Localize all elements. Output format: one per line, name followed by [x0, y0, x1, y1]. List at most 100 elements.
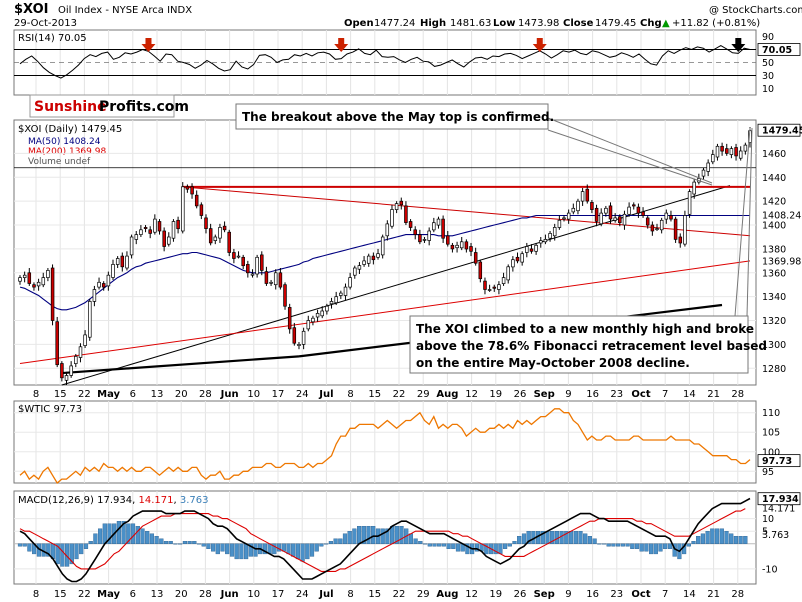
macd-histogram-bar [592, 538, 597, 544]
macd-histogram-bar [422, 543, 428, 545]
candle-body [562, 217, 566, 220]
x-axis-ticks: 8 8 15 15 22 22 May May 6 6 13 13 20 20 28 28 Jun Jun 10 10… [33, 389, 744, 600]
candle-body [101, 283, 106, 288]
macd-histogram-bar [587, 536, 592, 544]
x-tick-label: 8 [347, 389, 353, 400]
macd-signal-line [19, 508, 746, 572]
x-tick-label-bottom: 15 [368, 589, 381, 600]
candle-body [18, 277, 22, 282]
candle-body [115, 258, 120, 265]
candle-body [204, 217, 208, 229]
macd-histogram-bar [390, 526, 395, 545]
x-tick-label-bottom: 22 [78, 589, 91, 600]
candle-body [167, 236, 171, 245]
y-tick-label: 10 [762, 514, 774, 525]
macd-histogram-bar [418, 541, 423, 544]
candle-body [585, 188, 590, 202]
y-tick-label: 3.763 [762, 530, 789, 541]
macd-histogram-bar [366, 526, 371, 545]
low-label: Low [493, 18, 515, 29]
x-tick-label-bottom: 20 [175, 589, 188, 600]
sunshine-profits-logo: Sunshine Profits.com [29, 94, 189, 118]
x-tick-label: 21 [707, 389, 720, 400]
y-tick-label: 1380 [762, 244, 786, 255]
candle-body [515, 256, 520, 262]
macd-histogram-bar [432, 543, 437, 547]
macd-histogram-bar [371, 526, 376, 545]
macd-histogram-bar [295, 543, 300, 560]
candle-body [478, 261, 483, 280]
candle-body [506, 266, 510, 281]
x-tick-label: 7 [662, 389, 668, 400]
candle-body [604, 207, 608, 214]
candle-body [548, 233, 552, 239]
candle-body [292, 327, 297, 344]
candle-body [353, 267, 357, 276]
macd-histogram-bar [145, 531, 150, 545]
x-tick-label: 12 [465, 389, 478, 400]
y-tick-label: 1460 [762, 149, 786, 160]
candle-body [608, 205, 613, 220]
candle-body [134, 234, 139, 240]
candle-body [232, 252, 236, 259]
candle-body [399, 200, 404, 206]
climb-text-line1: The XOI climbed to a new monthly high an… [416, 322, 754, 336]
macd-line [19, 497, 751, 583]
signal-arrow-icon [731, 38, 746, 52]
y-tick-highlight [757, 454, 801, 468]
x-tick-label: 13 [151, 389, 164, 400]
candle-body [557, 219, 562, 228]
candle-body [287, 307, 292, 330]
macd-histogram-bar [564, 531, 569, 545]
x-tick-label-bottom: 26 [514, 589, 527, 600]
x-tick-label: Oct [631, 389, 650, 400]
candle-body [636, 206, 641, 214]
x-tick-label: 24 [296, 389, 309, 400]
candle-body [511, 259, 515, 268]
macd-histogram-bar [93, 533, 98, 545]
candle-body [185, 186, 190, 190]
candle-body [385, 223, 390, 237]
macd-histogram-bar [474, 543, 479, 552]
candle-body [622, 213, 627, 226]
candle-body [301, 330, 306, 345]
wtic-layer [14, 408, 756, 484]
macd-histogram-bar [639, 543, 644, 552]
candle-body [520, 253, 524, 263]
x-tick-label-bottom: 9 [565, 589, 571, 600]
candle-body [380, 236, 385, 256]
candle-body [422, 239, 427, 241]
y-tick-label: 1420 [762, 197, 786, 208]
candle-body [74, 356, 78, 364]
macd-histogram-bar [493, 543, 498, 555]
x-tick-label-bottom: 10 [247, 589, 260, 600]
x-tick-label: 19 [489, 389, 502, 400]
y-tick-label: 5 [762, 527, 768, 538]
y-tick-label: 97.73 [762, 456, 792, 467]
x-tick-label-bottom: 24 [296, 589, 309, 600]
logo-profits: Profits.com [99, 99, 189, 115]
macd-histogram-bar [149, 533, 154, 545]
macd-histogram-bar [210, 543, 216, 552]
candle-body [580, 191, 585, 202]
rsi-line [19, 45, 751, 79]
candle-body [125, 255, 129, 269]
macd-histogram-bar [394, 526, 399, 545]
candle-body [706, 162, 710, 172]
macd-histogram-bar [17, 543, 23, 547]
candle-body [241, 256, 245, 267]
x-tick-label-bottom: 6 [130, 589, 136, 600]
y-tick-label: 14.171 [762, 504, 795, 515]
open-value: 1477.24 [374, 18, 415, 29]
candle-body [269, 281, 273, 284]
macd-histogram-bar [74, 543, 79, 560]
candle-body [32, 284, 36, 288]
candle-body [645, 217, 650, 226]
macd-histogram-bar [465, 543, 470, 555]
candle-body [343, 286, 348, 296]
macd-histogram-bar [116, 521, 121, 545]
candle-body [255, 256, 259, 275]
macd-histogram-bar [333, 538, 338, 544]
ohlc-readout: Open 1477.24 High 1481.63 Low 1473.98 Cl… [344, 18, 760, 29]
candle-body [297, 344, 301, 346]
